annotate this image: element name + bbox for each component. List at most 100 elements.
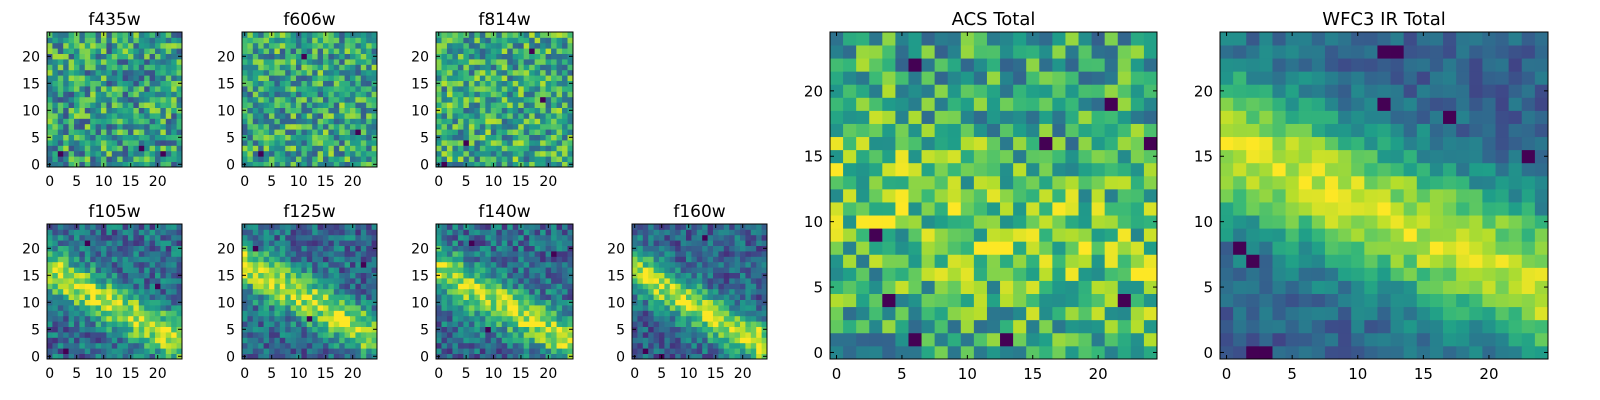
heatmap-cell <box>1052 175 1066 190</box>
heatmap-cell <box>106 332 113 338</box>
heatmap-cell <box>138 64 145 71</box>
heatmap-cell <box>279 102 286 108</box>
heatmap-cell <box>328 59 335 65</box>
heatmap-cell <box>718 299 725 306</box>
heatmap-cell <box>1104 202 1119 216</box>
heatmap-cell <box>457 337 464 344</box>
heatmap-cell <box>523 48 530 54</box>
heatmap-cell <box>79 234 86 241</box>
heatmap-cell <box>501 348 508 354</box>
heatmap-cell <box>344 48 351 54</box>
heatmap-cell <box>360 91 367 98</box>
heatmap-cell <box>263 145 270 152</box>
heatmap-cell <box>485 310 492 317</box>
heatmap-cell <box>490 145 497 152</box>
heatmap-cell <box>518 113 525 119</box>
heatmap-cell <box>160 256 167 263</box>
heatmap-cell <box>496 64 503 71</box>
heatmap-cell <box>106 299 113 306</box>
heatmap-cell <box>540 161 546 168</box>
heatmap-cell <box>306 59 313 65</box>
axes-frame <box>241 31 378 168</box>
heatmap-cell <box>479 261 486 268</box>
heatmap-cell <box>1130 215 1145 229</box>
heatmap-cell <box>479 64 486 71</box>
heatmap-cell <box>446 224 453 230</box>
heatmap-cell <box>529 48 536 54</box>
heatmap-cell <box>1052 215 1066 229</box>
heatmap-cell <box>339 299 345 306</box>
heatmap-cell <box>79 294 86 300</box>
heatmap-cell <box>960 215 975 229</box>
heatmap-cell <box>301 69 308 76</box>
heatmap-cell <box>457 140 464 146</box>
heatmap-cell <box>252 113 259 119</box>
heatmap-cell <box>1000 280 1014 294</box>
heatmap-cell <box>534 86 541 92</box>
heatmap-cell <box>468 224 475 230</box>
heatmap-cell <box>242 64 248 71</box>
heatmap-cell <box>312 337 318 344</box>
heatmap-cell <box>446 251 453 257</box>
heatmap-cell <box>263 288 270 295</box>
heatmap-cell <box>642 256 649 263</box>
heatmap-cell <box>122 107 129 114</box>
heatmap-cell <box>446 91 453 98</box>
heatmap-cell <box>138 86 145 92</box>
heatmap-cell <box>111 272 118 279</box>
heatmap-cell <box>285 102 291 108</box>
heatmap-cell <box>441 240 448 246</box>
heatmap-cell <box>501 337 508 344</box>
heatmap-cell <box>545 321 552 327</box>
heatmap-cell <box>144 245 150 252</box>
heatmap-cell <box>117 288 123 295</box>
heatmap-cell <box>669 310 676 317</box>
heatmap-cell <box>1052 267 1066 281</box>
heatmap-cell <box>133 267 140 273</box>
heatmap-cell <box>290 64 297 71</box>
heatmap-cell <box>128 342 134 349</box>
heatmap-cell <box>106 42 113 49</box>
heatmap-cell <box>756 348 762 354</box>
panel-title: f105w <box>88 202 140 222</box>
heatmap-cell <box>355 42 362 49</box>
heatmap-cell <box>263 64 270 71</box>
heatmap-cell <box>90 91 96 98</box>
heatmap-cell <box>895 345 909 360</box>
heatmap-cell <box>507 91 514 98</box>
heatmap-cell <box>496 310 503 317</box>
heatmap-cell <box>523 118 530 125</box>
heatmap-cell <box>350 267 356 273</box>
heatmap-cell <box>101 245 107 252</box>
heatmap-cell <box>691 294 698 300</box>
heatmap-cell <box>446 299 453 306</box>
heatmap-cell <box>551 37 557 44</box>
heatmap-cell <box>501 107 508 114</box>
heatmap-cell <box>523 96 530 103</box>
heatmap-cell <box>457 272 464 279</box>
heatmap-cell <box>258 91 264 98</box>
heatmap-cell <box>263 299 270 306</box>
heatmap-cell <box>485 321 492 327</box>
heatmap-cell <box>856 175 870 190</box>
heatmap-cell <box>68 80 75 87</box>
heatmap-cell <box>171 134 177 141</box>
heatmap-cell <box>642 299 649 306</box>
heatmap-cell <box>165 80 172 87</box>
heatmap-cell <box>111 107 118 114</box>
heatmap-cell <box>90 145 96 152</box>
heatmap-cell <box>350 129 356 135</box>
heatmap-cell <box>350 48 356 54</box>
heatmap-cell <box>306 348 313 354</box>
heatmap-cell <box>501 129 508 135</box>
heatmap-cell <box>551 332 557 338</box>
heatmap-cell <box>165 75 172 81</box>
heatmap-cell <box>84 348 91 354</box>
heatmap-cell <box>133 294 140 300</box>
heatmap-cell <box>111 80 118 87</box>
heatmap-cell <box>740 299 746 306</box>
heatmap-cell <box>258 299 264 306</box>
heatmap-cell <box>106 251 113 257</box>
heatmap-cell <box>843 162 857 177</box>
heatmap-cell <box>122 69 129 76</box>
